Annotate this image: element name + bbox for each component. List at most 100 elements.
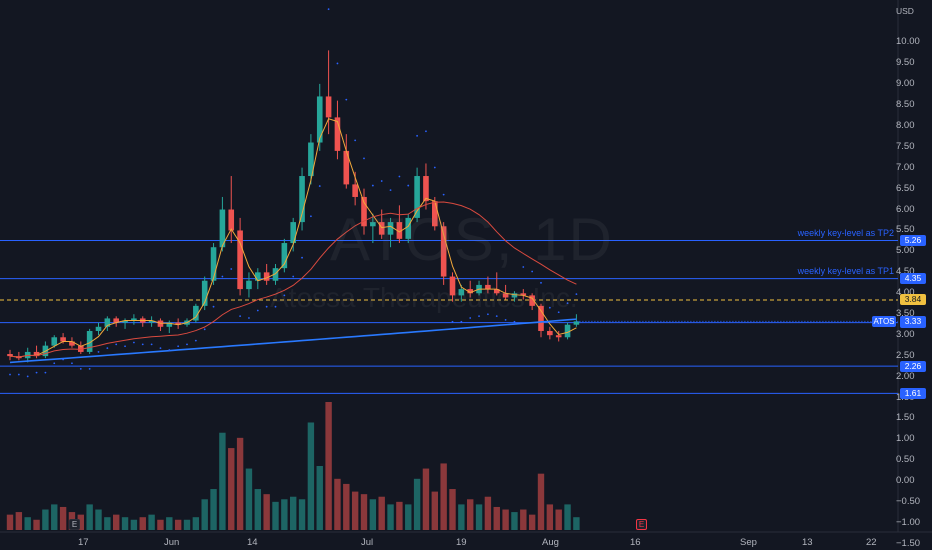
volume-bar	[245, 468, 253, 530]
sar-dot	[168, 349, 171, 351]
sar-dot	[548, 306, 551, 309]
sar-dot	[221, 275, 224, 278]
company-watermark: Atossa Therapeutics Inc.	[270, 282, 578, 313]
price-tick: 7.50	[896, 140, 915, 152]
sar-dot	[433, 166, 436, 169]
volume-bar	[157, 519, 164, 530]
candle-body	[493, 289, 500, 294]
volume-bar	[458, 504, 465, 530]
sar-dot	[310, 215, 312, 218]
candle-body	[175, 322, 181, 325]
sar-dot	[478, 315, 480, 318]
candle-body	[272, 268, 279, 281]
sar-dot	[380, 180, 383, 182]
volume-bar	[77, 514, 84, 530]
price-tick: 8.00	[896, 119, 915, 131]
candle-body	[325, 96, 332, 118]
sar-dot	[239, 315, 242, 318]
volume-bar	[528, 514, 536, 530]
price-tick: 9.00	[896, 77, 915, 89]
candle-body	[166, 322, 173, 327]
level-price-tag: 2.26	[900, 360, 926, 372]
price-tick: 4.00	[896, 287, 915, 299]
sar-dot	[79, 367, 82, 370]
volume-bar	[307, 422, 315, 530]
candle-body	[467, 289, 473, 294]
price-tick: 2.50	[896, 350, 915, 362]
volume-bar	[254, 489, 261, 530]
candle-body	[547, 330, 553, 336]
sar-dot	[460, 320, 463, 323]
volume-bar	[95, 509, 102, 530]
earnings-marker-may[interactable]: E	[69, 519, 80, 530]
candle-body	[51, 337, 58, 346]
volume-bar	[413, 478, 421, 530]
volume-bar	[546, 504, 554, 530]
sar-dot	[442, 193, 445, 196]
volume-tick: 0.50	[896, 454, 915, 465]
time-tick: 17	[78, 537, 89, 548]
candle-body	[246, 280, 252, 290]
price-tick: 3.00	[896, 329, 915, 341]
sar-dot	[318, 185, 321, 187]
sar-dot	[265, 305, 268, 308]
volume-bar	[502, 509, 509, 530]
sar-dot	[371, 184, 374, 187]
candle-body	[361, 196, 367, 227]
price-tick: 10.00	[896, 36, 920, 47]
sar-dot	[531, 270, 534, 273]
candle-body	[210, 247, 217, 281]
candle-body	[511, 293, 518, 298]
volume-tick: −0.50	[896, 496, 921, 507]
sar-dot	[540, 281, 542, 284]
sar-dot	[469, 317, 472, 319]
candle-body	[95, 326, 102, 331]
candle-body	[432, 201, 438, 227]
sar-dot	[451, 320, 454, 323]
sar-dot	[17, 373, 20, 376]
candle-body	[352, 184, 358, 197]
price-tick: 5.00	[896, 245, 915, 257]
volume-bar	[387, 504, 394, 530]
candle-body	[343, 150, 350, 185]
volume-bar	[219, 432, 226, 530]
sar-dot	[354, 139, 357, 142]
volume-bar	[537, 473, 545, 530]
symbol-watermark: ATOS, 1D	[330, 206, 614, 273]
sar-dot	[159, 347, 162, 350]
candle-body	[308, 142, 314, 177]
volume-bar	[263, 494, 270, 530]
volume-bar	[15, 512, 23, 530]
volume-bar	[24, 517, 31, 530]
candle-body	[263, 272, 270, 281]
sar-dot	[71, 362, 73, 365]
volume-bar	[113, 514, 120, 530]
sar-dot	[26, 375, 29, 378]
sar-dot	[44, 371, 47, 374]
sar-dot	[389, 189, 392, 191]
sar-dot	[336, 62, 339, 65]
level-price-tag: 4.35	[900, 273, 926, 285]
sar-dot	[35, 371, 38, 374]
volume-tick: 1.50	[896, 412, 915, 423]
time-tick: 13	[802, 537, 813, 548]
candle-body	[449, 276, 456, 296]
candle-body	[228, 209, 235, 231]
sar-dot	[522, 266, 525, 268]
price-tick: 8.50	[896, 98, 915, 110]
candle-body	[378, 222, 385, 235]
candle-body	[573, 321, 580, 325]
volume-bar	[228, 448, 235, 530]
sar-dot	[124, 345, 126, 348]
ma-long-line	[9, 318, 577, 364]
volume-bar	[351, 491, 359, 530]
currency-label: USD	[896, 6, 914, 16]
candle-body	[405, 217, 412, 239]
volume-bar	[59, 506, 67, 530]
sar-dot	[301, 256, 303, 259]
earnings-marker-aug[interactable]: E	[636, 519, 647, 530]
sar-dot	[407, 184, 410, 187]
volume-bar	[405, 504, 412, 530]
sar-dot	[150, 343, 153, 346]
